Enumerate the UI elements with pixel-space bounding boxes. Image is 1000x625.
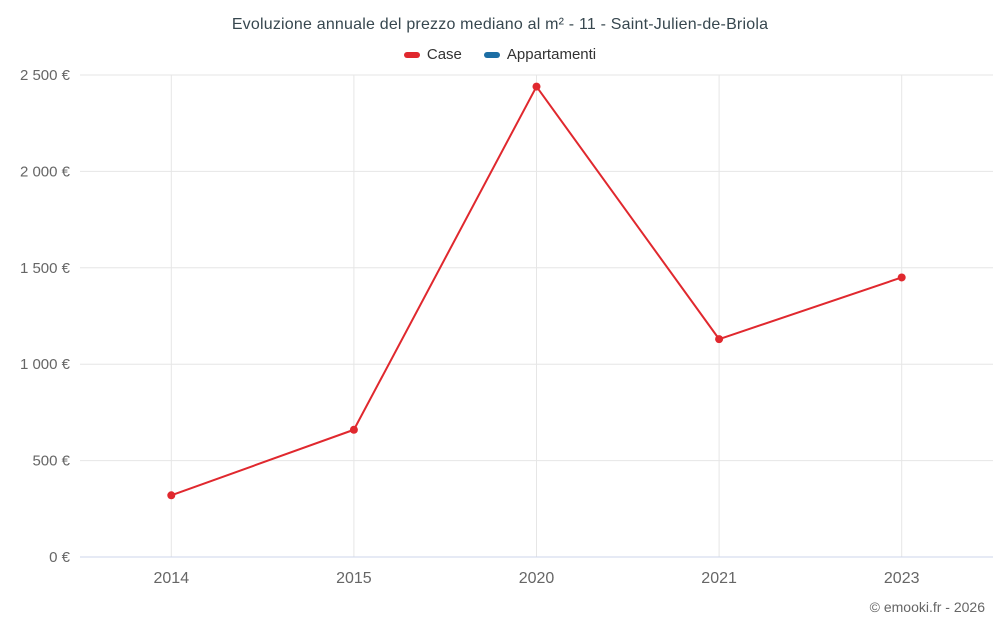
legend-item-appartamenti[interactable]: Appartamenti	[483, 46, 597, 63]
appartamenti-series-marker-icon	[483, 51, 500, 58]
x-axis-tick-label: 2023	[884, 570, 920, 587]
y-axis-tick-label: 1 000 €	[20, 356, 71, 373]
x-axis-tick-label: 2015	[336, 570, 372, 587]
legend: Case Appartamenti	[0, 46, 1000, 63]
x-axis-tick-label: 2014	[154, 570, 190, 587]
legend-label-appartamenti: Appartamenti	[506, 46, 597, 63]
x-axis-tick-label: 2021	[701, 570, 737, 587]
chart-title: Evoluzione annuale del prezzo mediano al…	[231, 16, 769, 33]
y-axis-tick-label: 2 000 €	[20, 163, 71, 180]
y-axis-tick-label: 2 500 €	[20, 67, 71, 84]
legend-item-case[interactable]: Case	[403, 46, 462, 63]
legend-label-case: Case	[426, 46, 462, 63]
y-axis-tick-label: 500 €	[32, 453, 70, 470]
credit-text: © emooki.fr - 2026	[869, 599, 985, 615]
data-point[interactable]	[715, 335, 724, 344]
data-point[interactable]	[532, 82, 541, 91]
case-series-marker-icon	[403, 51, 420, 58]
data-point[interactable]	[349, 425, 358, 434]
y-axis-tick-label: 1 500 €	[20, 260, 71, 277]
x-axis-tick-label: 2020	[519, 570, 555, 587]
data-point[interactable]	[167, 491, 176, 500]
y-axis-tick-label: 0 €	[49, 549, 71, 566]
data-point[interactable]	[897, 273, 906, 282]
